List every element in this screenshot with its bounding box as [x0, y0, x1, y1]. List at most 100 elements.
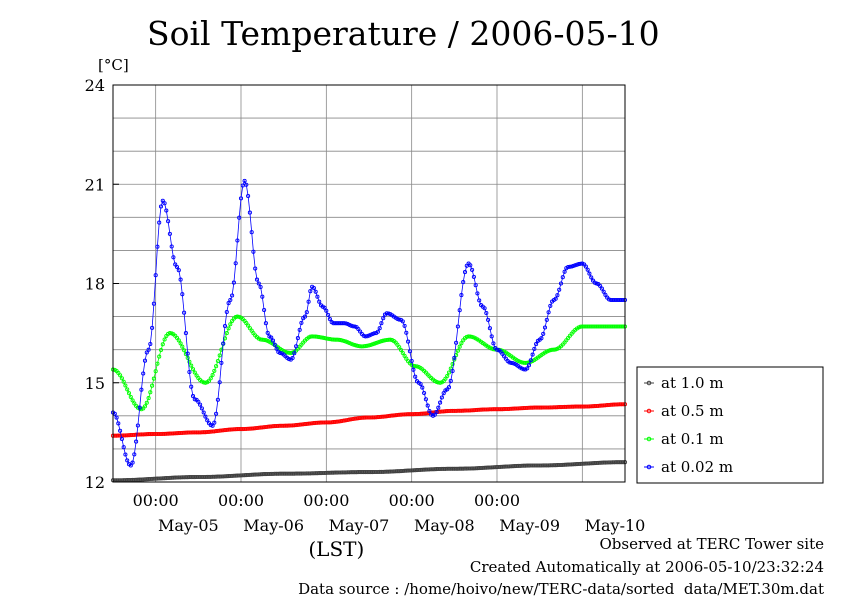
data-point — [598, 283, 603, 288]
data-point — [551, 347, 556, 352]
data-point — [233, 261, 238, 266]
data-point — [285, 350, 290, 355]
data-point — [182, 310, 187, 315]
data-point — [146, 347, 151, 352]
data-point — [539, 336, 544, 341]
x-time-tick-label: 00:00 — [389, 491, 435, 510]
data-point — [199, 406, 204, 411]
data-point — [507, 360, 512, 365]
legend-label: at 1.0 m — [661, 374, 724, 392]
series-at-0-02-m — [110, 178, 628, 468]
data-point — [589, 275, 594, 280]
data-point — [178, 341, 183, 346]
data-point — [455, 348, 460, 353]
data-point — [398, 347, 404, 353]
data-point — [238, 196, 244, 201]
data-point — [446, 370, 452, 375]
x-axis-ticks: 00:00 00:00 00:00 00:00 00:00 May-05 May-06 May… — [133, 491, 646, 535]
data-point — [397, 317, 402, 322]
data-point — [562, 269, 567, 274]
data-point — [214, 411, 219, 416]
data-point — [160, 342, 165, 347]
data-point — [215, 358, 220, 364]
data-point — [375, 340, 380, 345]
data-point — [263, 321, 268, 326]
data-point — [155, 244, 160, 249]
data-point — [349, 417, 354, 422]
data-point — [176, 338, 181, 343]
data-point — [443, 376, 448, 381]
data-point — [270, 338, 276, 343]
data-point — [169, 244, 174, 249]
data-point — [423, 397, 428, 402]
data-point — [190, 394, 196, 399]
data-point — [118, 373, 123, 378]
data-point — [567, 264, 572, 269]
legend-swatch-marker — [646, 464, 652, 470]
x-date-tick-label: May-09 — [499, 516, 560, 535]
data-point — [235, 238, 240, 243]
data-point — [413, 374, 418, 379]
data-point — [237, 215, 242, 220]
data-point — [461, 280, 466, 285]
x-date-tick-label: May-05 — [158, 516, 219, 535]
data-point — [379, 339, 384, 344]
x-date-tick-label: May-07 — [329, 516, 390, 535]
data-point — [164, 208, 169, 213]
data-point — [553, 296, 558, 301]
data-point — [150, 325, 155, 330]
data-point — [606, 297, 612, 302]
data-point — [158, 204, 164, 209]
data-point — [317, 299, 322, 304]
series-at-1-0-m — [110, 460, 628, 483]
data-point — [128, 463, 133, 468]
grid-lines — [113, 85, 625, 482]
data-point — [340, 338, 345, 343]
data-point — [251, 249, 256, 254]
data-point — [121, 445, 126, 450]
legend-swatch-marker — [646, 436, 652, 442]
x-date-tick-label: May-08 — [414, 516, 475, 535]
data-point — [146, 396, 151, 401]
data-point — [217, 353, 222, 358]
y-tick-label: 18 — [85, 275, 105, 294]
data-point — [585, 267, 590, 272]
data-point — [187, 369, 192, 375]
data-point — [397, 345, 402, 350]
data-point — [471, 274, 476, 279]
data-point — [313, 289, 318, 294]
data-point — [134, 439, 139, 444]
legend-item: at 1.0 m — [644, 374, 724, 392]
data-point — [247, 210, 252, 215]
legend-label: at 0.5 m — [661, 402, 724, 420]
data-point — [155, 361, 160, 366]
data-point — [158, 347, 164, 353]
data-point — [260, 294, 265, 299]
data-point — [470, 267, 475, 272]
data-point — [473, 283, 478, 288]
data-point — [404, 330, 409, 335]
data-point — [210, 372, 215, 378]
data-point — [402, 353, 407, 358]
data-point — [201, 410, 206, 415]
data-point — [475, 291, 480, 296]
data-point — [445, 373, 450, 379]
data-point — [587, 271, 592, 276]
data-point — [413, 364, 418, 369]
data-point — [324, 308, 329, 313]
data-point — [183, 331, 188, 336]
data-point — [116, 421, 121, 426]
data-point — [135, 423, 140, 428]
data-point — [448, 378, 453, 383]
data-point — [470, 334, 475, 339]
data-point — [340, 418, 345, 423]
data-point — [315, 294, 320, 299]
data-point — [190, 367, 196, 372]
data-point — [306, 299, 311, 304]
data-point — [219, 360, 224, 365]
data-point — [532, 346, 537, 351]
data-point — [326, 312, 331, 317]
x-time-tick-label: 00:00 — [133, 491, 179, 510]
data-point — [210, 423, 215, 428]
data-point — [342, 338, 347, 344]
